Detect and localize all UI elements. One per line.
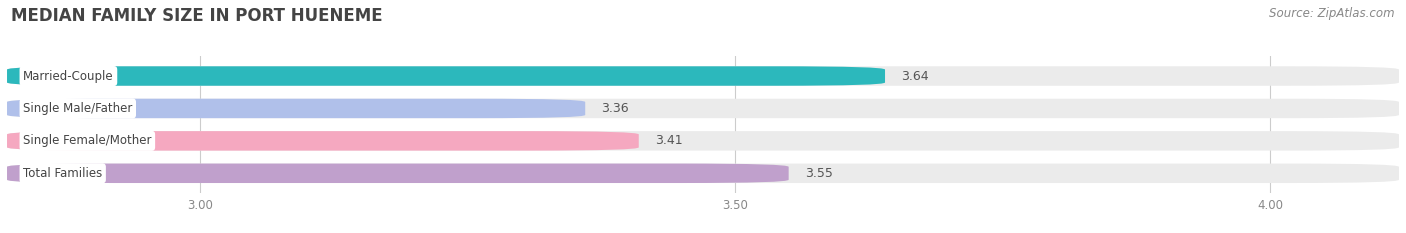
Text: 3.64: 3.64 [901,69,929,82]
FancyBboxPatch shape [7,164,789,183]
Text: 3.55: 3.55 [804,167,832,180]
Text: Source: ZipAtlas.com: Source: ZipAtlas.com [1270,7,1395,20]
FancyBboxPatch shape [7,99,1399,118]
Text: Single Male/Father: Single Male/Father [22,102,132,115]
FancyBboxPatch shape [7,66,1399,86]
Text: Married-Couple: Married-Couple [22,69,114,82]
Text: Single Female/Mother: Single Female/Mother [22,134,152,147]
Text: 3.41: 3.41 [655,134,682,147]
Text: MEDIAN FAMILY SIZE IN PORT HUENEME: MEDIAN FAMILY SIZE IN PORT HUENEME [11,7,382,25]
FancyBboxPatch shape [7,131,1399,151]
FancyBboxPatch shape [7,99,585,118]
FancyBboxPatch shape [7,131,638,151]
Text: Total Families: Total Families [22,167,103,180]
FancyBboxPatch shape [7,66,884,86]
FancyBboxPatch shape [7,164,1399,183]
Text: 3.36: 3.36 [602,102,628,115]
